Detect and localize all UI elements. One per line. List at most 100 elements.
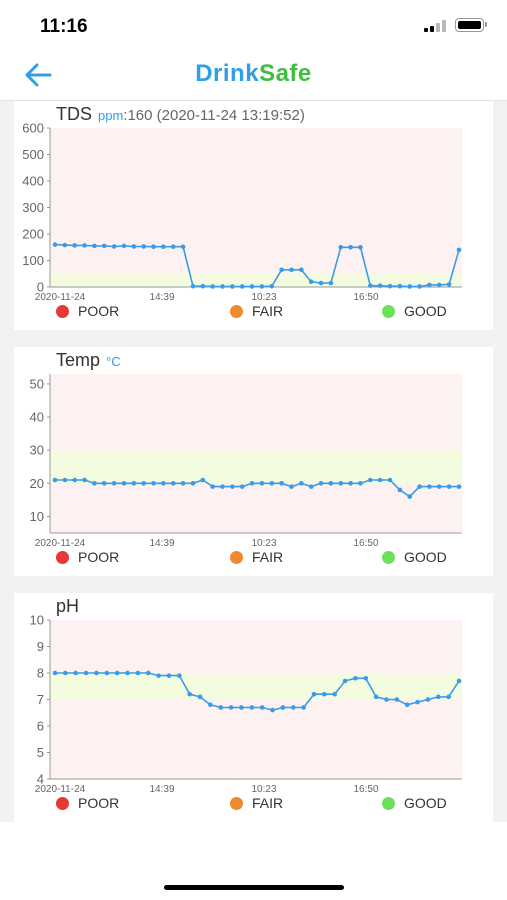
data-point <box>299 481 304 486</box>
data-point <box>299 267 304 273</box>
data-point <box>104 670 110 676</box>
data-point <box>111 481 117 486</box>
data-point <box>180 244 186 250</box>
good-band <box>50 273 462 287</box>
data-point <box>259 481 265 486</box>
legend-good: GOOD <box>382 795 447 811</box>
data-point <box>456 678 462 684</box>
data-point <box>279 481 284 486</box>
data-point <box>368 477 373 483</box>
data-point <box>446 694 451 700</box>
data-point <box>318 481 324 486</box>
data-point <box>342 678 348 684</box>
data-point <box>151 481 156 486</box>
y-tick-label: 50 <box>30 376 44 391</box>
y-tick-label: 600 <box>22 123 44 136</box>
legend-fair: FAIR <box>230 549 283 565</box>
data-point <box>190 481 196 486</box>
data-point <box>218 705 224 710</box>
data-point <box>208 702 213 708</box>
data-point <box>328 481 334 486</box>
data-point <box>101 481 107 486</box>
y-tick-label: 300 <box>22 200 44 215</box>
data-point <box>73 670 79 676</box>
data-point <box>289 267 294 273</box>
series-line <box>55 672 460 711</box>
tds-title: TDS ppm:160 (2020-11-24 13:19:52) <box>56 104 305 125</box>
data-point <box>358 244 363 250</box>
legend-poor: POOR <box>56 795 119 811</box>
data-point <box>228 705 234 710</box>
back-arrow-icon[interactable] <box>22 60 56 90</box>
data-point <box>446 282 452 287</box>
data-point <box>83 670 89 676</box>
legend-good: GOOD <box>382 549 447 565</box>
app-logo: DrinkSafe <box>195 60 312 87</box>
data-point <box>322 691 327 697</box>
data-point <box>280 705 286 710</box>
y-tick-label: 20 <box>30 476 44 491</box>
data-point <box>290 705 296 710</box>
data-point <box>436 282 442 288</box>
x-tick-label: 10:23 <box>251 292 276 303</box>
data-point <box>249 481 255 486</box>
data-point <box>94 670 99 676</box>
data-point <box>141 244 146 249</box>
y-tick-label: 500 <box>22 147 44 162</box>
temp-legend: POOR FAIR GOOD <box>14 549 493 569</box>
data-point <box>101 243 107 249</box>
data-point <box>417 284 422 289</box>
data-point <box>62 477 68 483</box>
data-point <box>121 243 127 249</box>
home-indicator[interactable] <box>164 885 344 890</box>
battery-icon <box>455 18 487 32</box>
data-point <box>156 673 161 678</box>
x-tick-label: 16:50 <box>353 538 378 549</box>
data-point <box>72 243 78 248</box>
temp-title: Temp °C <box>56 350 121 371</box>
data-point <box>308 279 314 284</box>
ph-chart: 4 5 6 7 8 9 10 2020-11-24 14:39 10:23 16:50 <box>30 615 462 795</box>
data-point <box>210 484 215 489</box>
x-tick-label: 2020-11-24 <box>35 784 86 795</box>
y-tick-label: 5 <box>37 745 44 760</box>
data-point <box>348 481 353 486</box>
x-tick-label: 10:23 <box>251 538 276 549</box>
data-point <box>170 244 176 250</box>
data-point <box>114 670 120 676</box>
fair-dot-icon <box>230 304 243 318</box>
data-point <box>135 670 141 676</box>
data-point <box>318 280 324 286</box>
status-bar: 11:16 <box>0 0 507 50</box>
data-point <box>200 477 206 483</box>
data-point <box>166 673 172 678</box>
legend-good: GOOD <box>382 303 447 319</box>
data-point <box>121 481 127 486</box>
y-tick-label: 0 <box>37 280 44 295</box>
y-tick-label: 30 <box>30 443 44 458</box>
y-tick-label: 10 <box>30 509 44 524</box>
data-point <box>220 284 225 289</box>
y-tick-label: 400 <box>22 174 44 189</box>
data-point <box>417 484 422 489</box>
y-tick-label: 40 <box>30 410 44 425</box>
tds-unit: ppm <box>98 108 124 123</box>
data-point <box>427 282 432 288</box>
ph-title-text: pH <box>56 596 80 616</box>
signal-icon <box>424 20 446 32</box>
data-point <box>328 280 334 286</box>
data-point <box>52 477 58 483</box>
y-tick-label: 7 <box>37 692 44 707</box>
x-tick-label: 14:39 <box>149 292 174 303</box>
data-point <box>332 691 337 697</box>
fair-dot-icon <box>230 796 243 810</box>
data-point <box>387 477 393 483</box>
data-point <box>397 283 403 289</box>
legend-poor: POOR <box>56 549 119 565</box>
tds-legend: POOR FAIR GOOD <box>14 303 493 323</box>
data-point <box>249 705 255 710</box>
data-point <box>387 283 393 289</box>
data-point <box>239 284 245 289</box>
data-point <box>72 477 78 483</box>
data-point <box>82 477 87 483</box>
